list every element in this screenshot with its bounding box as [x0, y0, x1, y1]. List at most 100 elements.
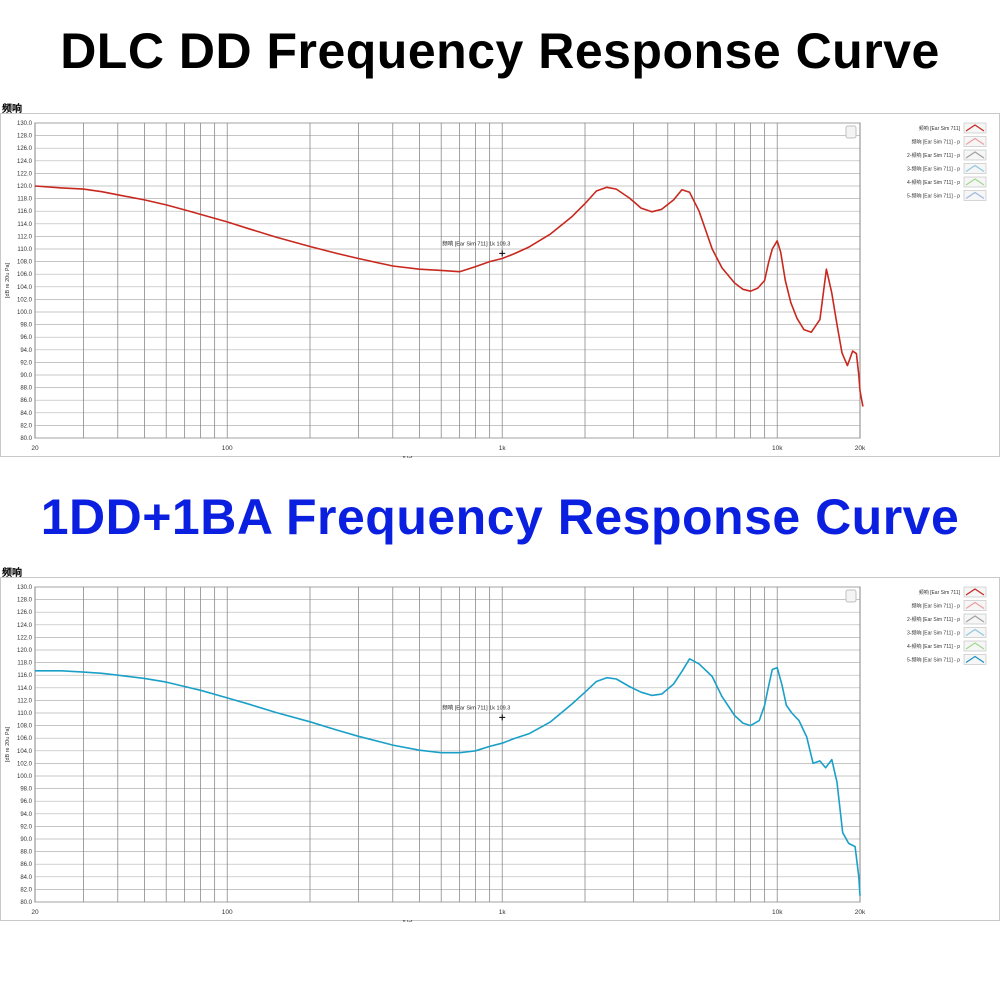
x-axis-label: [Hz]	[403, 920, 413, 922]
x-tick-label: 1k	[499, 909, 507, 916]
y-tick-label: 90.0	[20, 373, 32, 379]
legend-label: 2-频响 [Ear Sim 711] - p	[907, 152, 960, 159]
y-tick-label: 94.0	[20, 812, 32, 818]
y-tick-label: 114.0	[17, 222, 32, 228]
plot-area	[34, 586, 861, 903]
legend-label: 4-频响 [Ear Sim 711] - p	[907, 179, 960, 186]
legend-swatch-box	[963, 627, 987, 638]
legend-swatch-line	[965, 601, 985, 609]
legend-swatch-line	[965, 628, 985, 636]
y-tick-label: 104.0	[17, 285, 33, 291]
legend-label: 2-频响 [Ear Sim 711] - p	[907, 616, 960, 623]
y-tick-label: 106.0	[17, 272, 33, 278]
legend-swatch-line	[965, 151, 985, 159]
panel-label: 频响	[2, 567, 22, 579]
y-tick-label: 104.0	[17, 749, 33, 755]
y-tick-label: 120.0	[17, 648, 33, 654]
legend-swatch-line	[965, 164, 985, 172]
y-tick-label: 112.0	[17, 698, 32, 704]
dlc-dd-chart: 频响 130.0 128.0 126.0 124.0 122.0 120.0 118.0 116…	[0, 102, 1000, 462]
legend-swatch-line	[965, 588, 985, 596]
y-tick-label: 116.0	[17, 673, 32, 679]
x-tick-label: 20	[31, 445, 39, 452]
y-tick-label: 98.0	[20, 787, 32, 793]
legend-swatch-box	[963, 136, 987, 147]
1dd-1ba-chart-panel: 频响 130.0 128.0 126.0 124.0 122.0 120.0 118.0 116…	[0, 566, 1000, 926]
legend-swatch-line	[965, 615, 985, 623]
y-tick-label: 88.0	[20, 850, 32, 856]
legend-label: 3-频响 [Ear Sim 711] - p	[907, 630, 960, 637]
x-tick-label: 10k	[772, 445, 783, 452]
legend-swatch-box	[963, 163, 987, 174]
y-tick-label: 84.0	[20, 875, 32, 881]
plot-corner-icon	[845, 589, 857, 603]
legend-swatch-box	[963, 190, 987, 201]
y-tick-label: 118.0	[17, 197, 32, 203]
y-tick-label: 84.0	[20, 411, 32, 417]
y-tick-label: 128.0	[17, 598, 33, 604]
1dd-1ba-chart: 频响 130.0 128.0 126.0 124.0 122.0 120.0 118.0 116…	[0, 566, 1000, 926]
y-tick-label: 102.0	[17, 761, 33, 767]
y-tick-label: 130.0	[17, 585, 33, 591]
y-tick-label: 80.0	[20, 436, 32, 442]
y-tick-label: 90.0	[20, 837, 32, 843]
x-tick-label: 20	[31, 909, 39, 916]
y-tick-label: 96.0	[20, 799, 32, 805]
legend-swatch-box	[963, 122, 987, 134]
legend-swatch-box	[963, 586, 987, 598]
annotation-marker	[499, 714, 506, 721]
legend-swatch-line	[965, 642, 985, 650]
y-tick-label: 124.0	[17, 623, 33, 629]
y-tick-label: 126.0	[17, 610, 33, 616]
legend-swatch-box	[963, 613, 987, 625]
y-tick-label: 106.0	[17, 736, 33, 742]
legend-swatch-line	[965, 655, 985, 663]
x-tick-label: 100	[222, 445, 233, 452]
y-tick-label: 86.0	[20, 398, 32, 404]
legend-swatch-box	[963, 600, 987, 611]
legend-label: 频响 [Ear Sim 711]	[919, 125, 961, 132]
y-tick-label: 82.0	[20, 887, 32, 893]
y-tick-label: 122.0	[17, 171, 33, 177]
legend-label: 频响 [Ear Sim 711] - p	[911, 139, 960, 146]
y-tick-label: 80.0	[20, 900, 32, 906]
y-tick-label: 92.0	[20, 824, 32, 830]
plot-corner-icon	[845, 125, 857, 139]
legend-label: 频响 [Ear Sim 711] - p	[911, 603, 960, 610]
y-tick-label: 108.0	[17, 260, 33, 266]
series-line	[34, 185, 864, 407]
y-tick-label: 114.0	[17, 686, 32, 692]
legend-swatch-line	[965, 178, 985, 186]
dlc-dd-chart-panel: 频响 130.0 128.0 126.0 124.0 122.0 120.0 118.0 116…	[0, 102, 1000, 462]
y-tick-label: 116.0	[17, 209, 32, 215]
y-tick-label: 124.0	[17, 159, 33, 165]
y-tick-label: 118.0	[17, 661, 32, 667]
y-tick-label: 96.0	[20, 335, 32, 341]
annotation-label: 频响 [Ear Sim 711] 1k 109.3	[442, 703, 510, 711]
plot-area	[34, 122, 861, 439]
y-tick-label: 82.0	[20, 423, 32, 429]
series-line	[35, 658, 861, 896]
y-tick-label: 86.0	[20, 862, 32, 868]
y-tick-label: 100.0	[17, 310, 33, 316]
annotation-marker	[499, 250, 506, 257]
y-tick-label: 130.0	[17, 121, 33, 127]
bottom-chart-heading: 1DD+1BA Frequency Response Curve	[40, 489, 960, 545]
x-tick-label: 100	[222, 909, 233, 916]
x-tick-label: 1k	[499, 445, 507, 452]
legend-swatch-box	[963, 640, 987, 652]
legend-label: 频响 [Ear Sim 711]	[919, 589, 961, 596]
y-tick-label: 110.0	[17, 247, 32, 253]
x-tick-label: 20k	[855, 909, 866, 916]
legend-label: 3-频响 [Ear Sim 711] - p	[907, 166, 960, 173]
x-tick-label: 20k	[855, 445, 866, 452]
legend-swatch-line	[965, 124, 985, 132]
legend-label: 4-频响 [Ear Sim 711] - p	[907, 643, 960, 650]
y-tick-label: 98.0	[20, 323, 32, 329]
legend-swatch-box	[963, 654, 987, 665]
y-axis-label: [dB re 20u Pa]	[5, 262, 11, 298]
top-chart-heading: DLC DD Frequency Response Curve	[60, 23, 940, 79]
grid-lines	[34, 122, 861, 439]
y-tick-label: 92.0	[20, 360, 32, 366]
y-tick-label: 108.0	[17, 724, 33, 730]
